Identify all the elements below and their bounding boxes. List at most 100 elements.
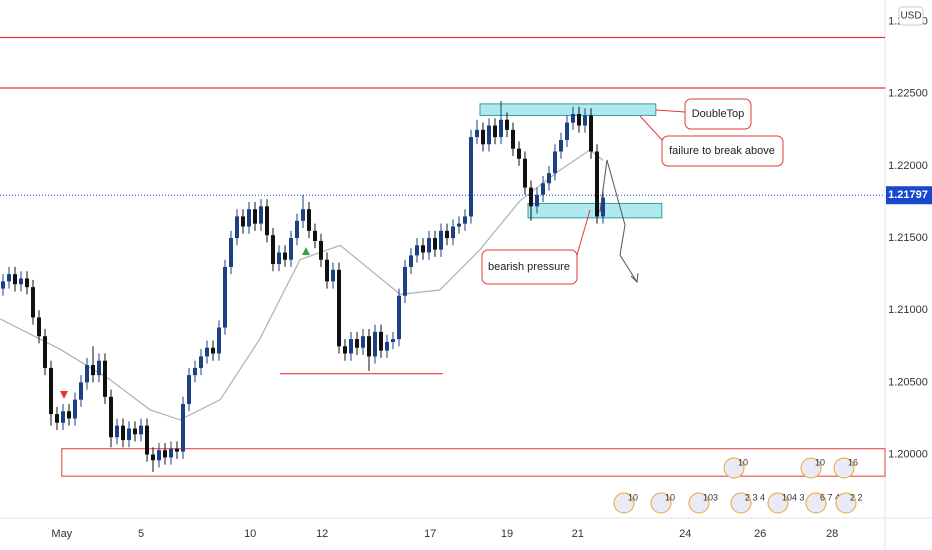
candle-body	[589, 115, 593, 152]
candle-body	[115, 425, 119, 438]
candle-body	[349, 339, 353, 354]
candle-body	[313, 230, 317, 241]
candle-body	[445, 230, 449, 239]
candle-body	[487, 125, 491, 145]
candle-body	[271, 235, 275, 265]
currency-badge[interactable]	[898, 6, 924, 26]
candle-body	[217, 327, 221, 354]
candle-body	[373, 331, 377, 357]
candle-body	[187, 375, 191, 405]
projection-arrow	[599, 159, 638, 283]
candle-body	[211, 347, 215, 354]
candle-body	[7, 274, 11, 282]
candle-body	[25, 278, 29, 288]
event-count[interactable]: 103	[703, 492, 718, 502]
candle-body	[13, 274, 17, 285]
event-count[interactable]: 104 3	[782, 492, 805, 502]
event-icon[interactable]	[805, 492, 827, 514]
candle-body	[433, 238, 437, 250]
event-icon[interactable]	[767, 492, 789, 514]
candle-body	[85, 365, 89, 383]
callout-pointer	[576, 209, 591, 256]
candle-body	[583, 115, 587, 126]
event-icon[interactable]	[688, 492, 710, 514]
candle-body	[409, 255, 413, 267]
event-count[interactable]: 6 7 4	[820, 492, 840, 502]
candle-body	[307, 209, 311, 231]
buy-marker	[302, 247, 310, 255]
candle-body	[511, 129, 515, 149]
candle-body	[229, 238, 233, 267]
event-count[interactable]: 10	[665, 492, 675, 502]
candle-body	[61, 411, 65, 423]
candle-body	[523, 158, 527, 188]
currency[interactable]: USD	[900, 11, 921, 22]
candle-body	[547, 173, 551, 184]
event-count[interactable]: 2 2	[850, 492, 863, 502]
callout-pointer	[655, 109, 686, 113]
event-icon[interactable]	[835, 492, 857, 514]
x-tick-label: May	[51, 528, 72, 540]
candle-body	[49, 367, 53, 415]
event-icon[interactable]	[723, 457, 745, 479]
x-tick-label: 5	[138, 528, 144, 540]
candle-body	[181, 404, 185, 452]
candle-body	[265, 206, 269, 236]
candle-body	[289, 238, 293, 260]
event-count[interactable]: 10	[628, 492, 638, 502]
event-count[interactable]: 16	[848, 457, 858, 467]
candle-body	[505, 119, 509, 130]
candle-body	[403, 266, 407, 296]
candle-body	[253, 209, 257, 224]
candle-body	[331, 269, 335, 282]
candle-body	[43, 336, 47, 368]
candle-body	[121, 425, 125, 441]
candle-body	[535, 194, 539, 207]
candle-body	[337, 269, 341, 347]
candle-body	[397, 295, 401, 340]
candle-body	[559, 139, 563, 152]
event-count[interactable]: 10	[815, 457, 825, 467]
candle-body	[463, 216, 467, 224]
candle-body	[157, 450, 161, 461]
x-tick-label: 21	[572, 528, 584, 540]
event-count[interactable]: 10	[738, 457, 748, 467]
candle-body	[19, 278, 23, 285]
candle-body	[91, 365, 95, 376]
candle-body	[553, 151, 557, 174]
event-icon[interactable]	[730, 492, 752, 514]
candle-body	[319, 240, 323, 260]
candle-body	[481, 129, 485, 145]
event-icon[interactable]	[650, 492, 672, 514]
x-tick-label: 26	[754, 528, 766, 540]
y-tick-label: 1.21500	[888, 232, 928, 244]
candle-body	[451, 226, 455, 239]
callout-box	[661, 135, 784, 167]
candle-body	[103, 360, 107, 397]
x-tick-label: 24	[679, 528, 691, 540]
x-tick-label: 12	[316, 528, 328, 540]
candle-body	[169, 448, 173, 458]
candle-body	[241, 216, 245, 227]
x-tick-label: 10	[244, 528, 256, 540]
event-count[interactable]: 2 3 4	[745, 492, 765, 502]
candle-body	[151, 454, 155, 461]
candle-body	[577, 113, 581, 126]
event-icon[interactable]	[800, 457, 822, 479]
event-icon[interactable]	[833, 457, 855, 479]
arrow-head	[630, 272, 639, 284]
event-icon[interactable]	[613, 492, 635, 514]
candle-body	[127, 428, 131, 441]
candle-body	[385, 341, 389, 351]
candle-body	[541, 183, 545, 195]
candle-body	[475, 129, 479, 138]
candle-body	[139, 425, 143, 435]
candle-body	[517, 148, 521, 159]
sell-marker	[60, 391, 68, 399]
candle-body	[37, 317, 41, 337]
plot: 1.20000 1.20500 1.21000 1.21500 1.22000 1.225…	[0, 16, 932, 540]
annotation: bearish pressure	[488, 261, 570, 273]
candle-body	[133, 428, 137, 435]
candle-body	[595, 151, 599, 217]
